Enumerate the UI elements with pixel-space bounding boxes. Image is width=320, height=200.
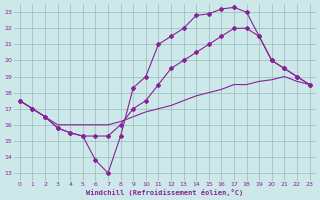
X-axis label: Windchill (Refroidissement éolien,°C): Windchill (Refroidissement éolien,°C): [86, 189, 243, 196]
